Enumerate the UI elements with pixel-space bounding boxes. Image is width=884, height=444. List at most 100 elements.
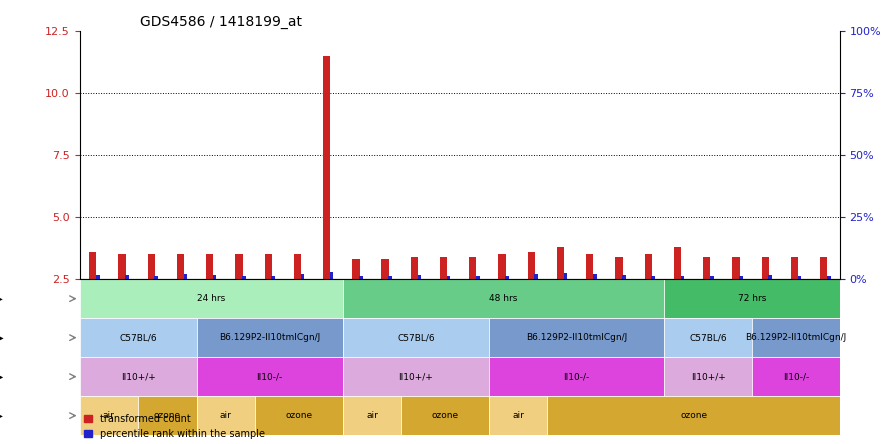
Bar [301,274,304,279]
Bar [489,396,547,435]
Bar [177,254,184,279]
Bar [499,254,506,279]
Bar [622,275,626,279]
Text: ozone: ozone [154,411,181,420]
Text: B6.129P2-Il10tmlCgn/J: B6.129P2-Il10tmlCgn/J [745,333,847,342]
Bar [827,276,830,279]
Text: Il10+/+: Il10+/+ [399,372,433,381]
Bar [118,254,126,279]
Bar [196,396,255,435]
Bar [89,252,96,279]
Bar [264,254,271,279]
Bar [797,276,801,279]
Bar [564,273,568,279]
Bar [768,275,772,279]
Bar [674,247,682,279]
Bar [652,276,655,279]
Text: Il10+/+: Il10+/+ [120,372,156,381]
Bar [752,357,840,396]
Bar [196,318,343,357]
Bar [752,318,840,357]
Bar [411,257,418,279]
Text: ozone: ozone [680,411,707,420]
Bar [382,259,389,279]
Bar [547,396,840,435]
Y-axis label: strain ▶: strain ▶ [0,333,4,343]
Bar [359,276,362,279]
Bar [155,276,158,279]
Y-axis label: time ▶: time ▶ [0,293,4,304]
Bar [469,257,476,279]
Text: Il10-/-: Il10-/- [563,372,590,381]
Y-axis label: agent ▶: agent ▶ [0,411,4,420]
Bar [293,254,301,279]
Text: air: air [220,411,232,420]
Bar [80,318,196,357]
Bar [417,275,421,279]
Bar [665,318,752,357]
Bar [615,257,622,279]
Bar [739,276,743,279]
Bar [95,275,100,279]
Bar [388,276,392,279]
Bar [593,274,597,279]
Bar [352,259,360,279]
Bar [489,357,665,396]
Bar [681,276,684,279]
Bar [343,279,665,318]
Bar [710,276,713,279]
Text: Il10-/-: Il10-/- [783,372,809,381]
Text: B6.129P2-Il10tmlCgn/J: B6.129P2-Il10tmlCgn/J [526,333,628,342]
Bar [440,257,447,279]
Bar [343,357,489,396]
Text: ozone: ozone [286,411,312,420]
Bar [665,279,840,318]
Bar [343,396,401,435]
Bar [528,252,535,279]
Bar [138,396,196,435]
Bar [820,257,827,279]
Text: air: air [366,411,377,420]
Text: 72 hrs: 72 hrs [738,294,766,303]
Bar [323,56,331,279]
Bar [196,357,343,396]
Text: B6.129P2-Il10tmlCgn/J: B6.129P2-Il10tmlCgn/J [219,333,320,342]
Text: Il10+/+: Il10+/+ [690,372,726,381]
Bar [242,276,246,279]
Bar [762,257,769,279]
Bar [255,396,343,435]
Text: 24 hrs: 24 hrs [197,294,225,303]
Bar [446,276,450,279]
Bar [271,276,275,279]
Text: Il10-/-: Il10-/- [256,372,283,381]
Bar [644,254,652,279]
Bar [703,257,711,279]
Legend: transformed count, percentile rank within the sample: transformed count, percentile rank withi… [84,414,265,439]
Bar [476,276,480,279]
Bar [557,247,564,279]
Bar [343,318,489,357]
Y-axis label: genotype/variation ▶: genotype/variation ▶ [0,372,4,382]
Bar [80,396,138,435]
Text: GDS4586 / 1418199_at: GDS4586 / 1418199_at [141,15,302,29]
Text: 48 hrs: 48 hrs [490,294,518,303]
Bar [213,275,217,279]
Text: ozone: ozone [431,411,459,420]
Bar [206,254,213,279]
Bar [732,257,740,279]
Bar [489,318,665,357]
Bar [535,274,538,279]
Text: C57BL/6: C57BL/6 [119,333,156,342]
Bar [401,396,489,435]
Bar [586,254,593,279]
Text: C57BL/6: C57BL/6 [690,333,727,342]
Bar [506,276,509,279]
Bar [126,275,129,279]
Bar [330,272,333,279]
Text: air: air [103,411,115,420]
Bar [80,279,343,318]
Text: air: air [512,411,524,420]
Bar [791,257,798,279]
Text: C57BL/6: C57BL/6 [397,333,435,342]
Bar [235,254,242,279]
